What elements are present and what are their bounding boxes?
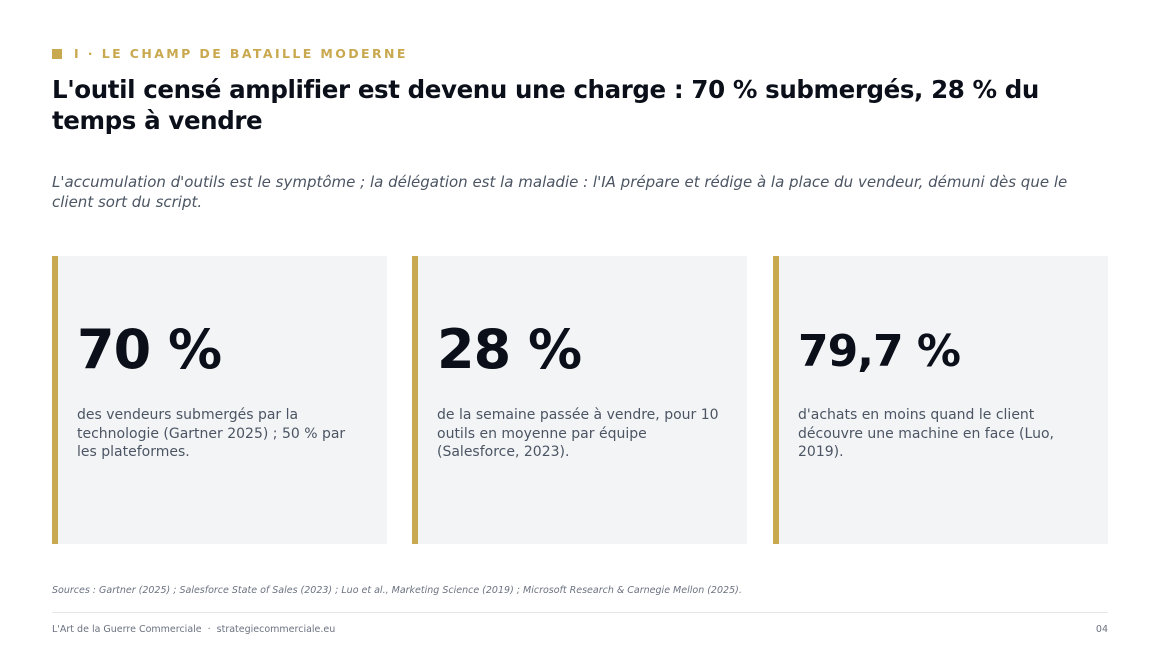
stat-cards: 70 % des vendeurs submergés par la techn… xyxy=(52,256,1108,544)
slide-title: L'outil censé amplifier est devenu une c… xyxy=(52,75,1039,135)
page-number: 04 xyxy=(1095,624,1108,635)
footer-website: strategiecommerciale.eu xyxy=(216,624,336,635)
section-tag: I · LE CHAMP DE BATAILLE MODERNE xyxy=(52,46,408,62)
stat-card: 79,7 % d'achats en moins quand le client… xyxy=(773,256,1108,544)
stat-value: 79,7 % xyxy=(798,326,961,377)
footer-separator: · xyxy=(207,624,211,635)
stat-value: 28 % xyxy=(437,318,582,381)
sources-note: Sources : Gartner (2025) ; Salesforce St… xyxy=(52,585,742,596)
stat-card: 70 % des vendeurs submergés par la techn… xyxy=(52,256,387,544)
stat-description: des vendeurs submergés par la technologi… xyxy=(77,407,346,460)
stat-card: 28 % de la semaine passée à vendre, pour… xyxy=(412,256,747,544)
slide-subtitle: L'accumulation d'outils est le symptôme … xyxy=(52,173,1068,211)
section-tag-label: I · LE CHAMP DE BATAILLE MODERNE xyxy=(74,46,408,61)
footer-divider xyxy=(52,612,1108,613)
stat-value: 70 % xyxy=(77,318,222,381)
stat-description: de la semaine passée à vendre, pour 10 o… xyxy=(437,407,719,460)
section-marker-square xyxy=(52,49,62,59)
footer-credits: L'Art de la Guerre Commerciale · strategie… xyxy=(52,623,335,636)
footer-brand: L'Art de la Guerre Commerciale xyxy=(52,624,202,635)
stat-description: d'achats en moins quand le client découv… xyxy=(798,407,1054,460)
